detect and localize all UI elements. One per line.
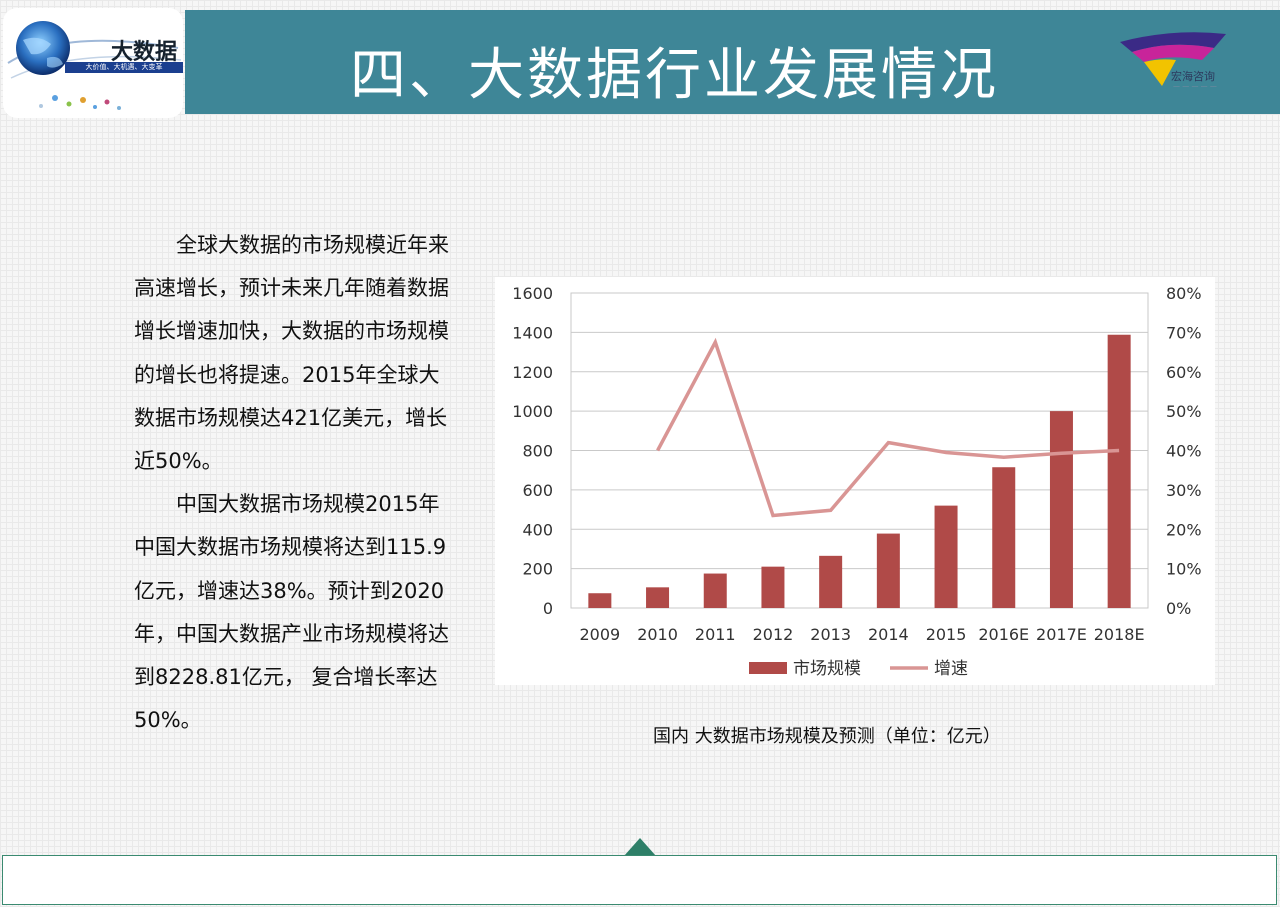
y-left-tick-label: 1400 bbox=[512, 323, 553, 342]
y-left-tick-label: 200 bbox=[522, 560, 553, 579]
bar-2012 bbox=[761, 566, 785, 608]
y-right-tick-label: 40% bbox=[1166, 442, 1202, 461]
y-right-tick-label: 60% bbox=[1166, 363, 1202, 382]
company-subtext: — — — — — bbox=[1173, 82, 1217, 90]
logo-title: 大数据 bbox=[111, 39, 178, 65]
legend-label-market: 市场规模 bbox=[793, 659, 861, 679]
x-tick-label: 2009 bbox=[579, 625, 620, 644]
body-text: 全球大数据的市场规模近年来高速增长，预计未来几年随着数据增长增速加快，大数据的市… bbox=[134, 224, 452, 742]
growth-line bbox=[656, 337, 1120, 518]
x-tick-label: 2013 bbox=[810, 625, 851, 644]
y-left-tick-label: 1600 bbox=[512, 284, 553, 303]
market-size-chart: 0 200 400 600 800 1000 1200 1400 1600 0% 10% 20% 30%… bbox=[495, 277, 1215, 685]
x-tick-label: 2012 bbox=[753, 625, 794, 644]
company-logo-icon bbox=[1120, 32, 1226, 86]
y-left-tick-label: 600 bbox=[522, 481, 553, 500]
y-right-tick-label: 30% bbox=[1166, 481, 1202, 500]
company-logo: 宏海咨询 — — — — — bbox=[1118, 30, 1253, 96]
y-right-tick-label: 0% bbox=[1166, 599, 1191, 618]
page-title: 四、大数据行业发展情况 bbox=[350, 43, 999, 108]
x-tick-label: 2015 bbox=[926, 625, 967, 644]
y-right-tick-label: 80% bbox=[1166, 284, 1202, 303]
y-left-tick-label: 400 bbox=[522, 520, 553, 539]
bar-2015 bbox=[934, 505, 958, 608]
x-tick-label: 2011 bbox=[695, 625, 736, 644]
company-name: 宏海咨询 bbox=[1171, 70, 1215, 83]
y-left-tick-label: 0 bbox=[543, 599, 553, 618]
bar-2013 bbox=[819, 555, 843, 608]
x-tick-label: 2010 bbox=[637, 625, 678, 644]
footer-bar bbox=[2, 855, 1277, 905]
y-left-tick-label: 1000 bbox=[512, 402, 553, 421]
bar-2017E bbox=[1049, 411, 1073, 608]
chart-svg: 0 200 400 600 800 1000 1200 1400 1600 0% 10% 20% 30%… bbox=[512, 284, 1202, 679]
y-right-tick-label: 20% bbox=[1166, 520, 1202, 539]
footer-triangle bbox=[624, 838, 656, 856]
paragraph-china-market: 中国大数据市场规模2015年中国大数据市场规模将达到115.9亿元，增速达38%… bbox=[134, 492, 449, 733]
bar-2011 bbox=[703, 573, 727, 608]
y-right-tick-label: 70% bbox=[1166, 323, 1202, 342]
legend-swatch-market bbox=[749, 662, 787, 674]
x-tick-label: 2016E bbox=[978, 625, 1029, 644]
globe-icon bbox=[7, 21, 182, 110]
x-tick-label: 2018E bbox=[1094, 625, 1145, 644]
bar-2009 bbox=[588, 593, 612, 608]
big-data-logo: 大数据 大价值、大机遇、大变革 bbox=[3, 8, 183, 118]
header-bar bbox=[185, 10, 1280, 114]
y-right-tick-label: 50% bbox=[1166, 402, 1202, 421]
bar-2018E bbox=[1107, 334, 1131, 608]
bar-2010 bbox=[646, 587, 670, 608]
bar-2014 bbox=[876, 533, 900, 608]
x-tick-label: 2017E bbox=[1036, 625, 1087, 644]
x-tick-label: 2014 bbox=[868, 625, 909, 644]
y-left-tick-label: 800 bbox=[522, 442, 553, 461]
paragraph-global-market: 全球大数据的市场规模近年来高速增长，预计未来几年随着数据增长增速加快，大数据的市… bbox=[134, 233, 449, 474]
bar-2016E bbox=[992, 467, 1016, 608]
y-left-tick-label: 1200 bbox=[512, 363, 553, 382]
chart-caption: 国内 大数据市场规模及预测（单位：亿元） bbox=[653, 726, 1001, 747]
logo-tagline: 大价值、大机遇、大变革 bbox=[65, 62, 183, 73]
legend-label-growth: 增速 bbox=[934, 659, 968, 679]
y-right-tick-label: 10% bbox=[1166, 560, 1202, 579]
